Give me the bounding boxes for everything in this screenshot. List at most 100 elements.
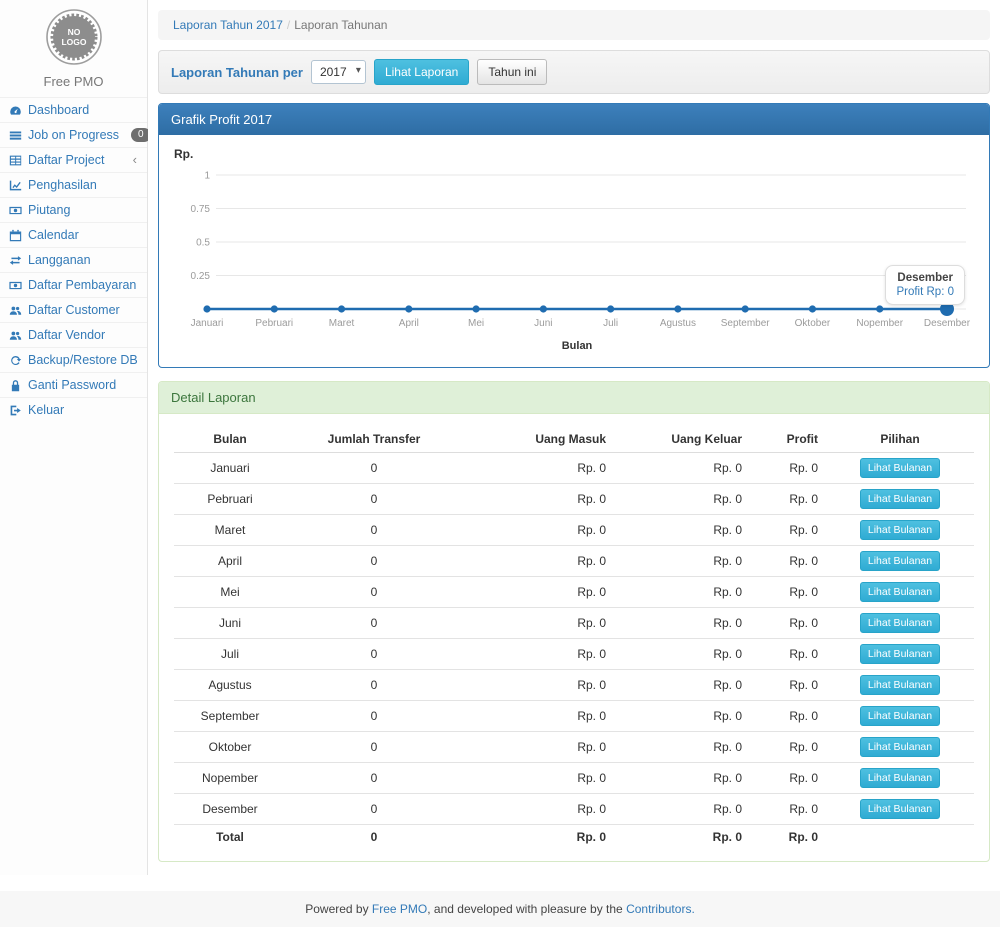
dashboard-icon [8, 104, 22, 117]
sidebar-item-label: Penghasilan [28, 178, 97, 192]
x-tick-label: Pebruari [255, 318, 293, 329]
sidebar-item-label: Daftar Project [28, 153, 104, 167]
sidebar-item-daftar-vendor[interactable]: Daftar Vendor [0, 322, 147, 347]
detail-panel-title: Detail Laporan [159, 382, 989, 414]
cell-uang-keluar: Rp. 0 [614, 639, 750, 670]
cell-uang-keluar: Rp. 0 [614, 484, 750, 515]
cell-uang-masuk: Rp. 0 [462, 515, 614, 546]
cell-uang-masuk: Rp. 0 [462, 484, 614, 515]
view-monthly-button[interactable]: Lihat Bulanan [860, 520, 940, 540]
column-header-uang-keluar: Uang Keluar [614, 426, 750, 453]
chart-tooltip-value: Profit Rp: 0 [896, 286, 954, 298]
breadcrumb: Laporan Tahun 2017/Laporan Tahunan [158, 10, 990, 40]
breadcrumb-link[interactable]: Laporan Tahun 2017 [173, 18, 283, 32]
sidebar-item-daftar-pembayaran[interactable]: Daftar Pembayaran [0, 272, 147, 297]
sidebar-item-job-on-progress[interactable]: Job on Progress0 [0, 122, 147, 147]
sidebar-item-piutang[interactable]: Piutang [0, 197, 147, 222]
sidebar-item-daftar-customer[interactable]: Daftar Customer [0, 297, 147, 322]
footer-text-prefix: Powered by [305, 902, 372, 916]
x-tick-label: September [721, 318, 771, 329]
x-tick-label: Oktober [795, 318, 831, 329]
cell-jumlah-transfer: 0 [286, 670, 462, 701]
cell-uang-masuk: Rp. 0 [462, 546, 614, 577]
cell-profit: Rp. 0 [750, 546, 826, 577]
cell-bulan: Pebruari [174, 484, 286, 515]
view-monthly-button[interactable]: Lihat Bulanan [860, 551, 940, 571]
x-tick-label: Desember [924, 318, 971, 329]
view-monthly-button[interactable]: Lihat Bulanan [860, 737, 940, 757]
cell-jumlah-transfer: 0 [286, 732, 462, 763]
sidebar-item-label: Langganan [28, 253, 91, 267]
sidebar-item-ganti-password[interactable]: Ganti Password [0, 372, 147, 397]
sidebar: NO LOGO Free PMO DashboardJob on Progres… [0, 0, 148, 875]
cell-uang-masuk: Rp. 0 [462, 577, 614, 608]
cell-bulan: Desember [174, 794, 286, 825]
view-monthly-button[interactable]: Lihat Bulanan [860, 489, 940, 509]
cell-uang-masuk: Rp. 0 [462, 453, 614, 484]
year-filter-panel: Laporan Tahunan per 2017 Lihat Laporan T… [158, 50, 990, 94]
column-header-profit: Profit [750, 426, 826, 453]
column-header-jumlah-transfer: Jumlah Transfer [286, 426, 462, 453]
view-monthly-button[interactable]: Lihat Bulanan [860, 458, 940, 478]
view-monthly-button[interactable]: Lihat Bulanan [860, 768, 940, 788]
view-monthly-button[interactable]: Lihat Bulanan [860, 613, 940, 633]
cell-pilihan: Lihat Bulanan [826, 763, 974, 794]
cell-uang-masuk: Rp. 0 [462, 732, 614, 763]
cell-uang-masuk: Rp. 0 [462, 639, 614, 670]
view-monthly-button[interactable]: Lihat Bulanan [860, 675, 940, 695]
line-chart-icon [8, 179, 22, 192]
cell-pilihan: Lihat Bulanan [826, 484, 974, 515]
profit-chart-panel: Grafik Profit 2017 Rp. 00.250.50.751Janu… [158, 103, 990, 368]
y-axis-title: Rp. [174, 147, 974, 161]
x-tick-label: Maret [329, 318, 355, 329]
sidebar-item-keluar[interactable]: Keluar [0, 397, 147, 422]
footer-link-freepmo[interactable]: Free PMO [372, 902, 427, 916]
view-monthly-button[interactable]: Lihat Bulanan [860, 799, 940, 819]
total-cell-uang-masuk: Rp. 0 [462, 825, 614, 850]
cell-jumlah-transfer: 0 [286, 453, 462, 484]
refresh-icon [8, 354, 22, 367]
y-tick-label: 1 [204, 171, 210, 182]
total-cell-jumlah-transfer: 0 [286, 825, 462, 850]
no-logo-badge-icon: NO LOGO [45, 8, 103, 66]
sidebar-item-label: Calendar [28, 228, 79, 242]
sidebar-item-label: Dashboard [28, 103, 89, 117]
cell-bulan: Januari [174, 453, 286, 484]
year-select[interactable]: 2017 [311, 60, 366, 84]
sidebar-item-label: Keluar [28, 403, 64, 417]
cell-profit: Rp. 0 [750, 515, 826, 546]
view-monthly-button[interactable]: Lihat Bulanan [860, 644, 940, 664]
sidebar-item-dashboard[interactable]: Dashboard [0, 97, 147, 122]
this-year-button[interactable]: Tahun ini [477, 59, 547, 85]
cell-jumlah-transfer: 0 [286, 639, 462, 670]
detail-table-body: BulanJumlah TransferUang MasukUang Kelua… [159, 414, 989, 861]
footer-link-contributors[interactable]: Contributors. [626, 902, 695, 916]
cell-pilihan: Lihat Bulanan [826, 732, 974, 763]
view-monthly-button[interactable]: Lihat Bulanan [860, 582, 940, 602]
cell-profit: Rp. 0 [750, 794, 826, 825]
table-row: Desember0Rp. 0Rp. 0Rp. 0Lihat Bulanan [174, 794, 974, 825]
table-total-row: Total0Rp. 0Rp. 0Rp. 0 [174, 825, 974, 850]
footer-text-middle: , and developed with pleasure by the [427, 902, 626, 916]
cell-profit: Rp. 0 [750, 608, 826, 639]
cell-uang-keluar: Rp. 0 [614, 701, 750, 732]
table-row: Maret0Rp. 0Rp. 0Rp. 0Lihat Bulanan [174, 515, 974, 546]
sign-out-icon [8, 404, 22, 417]
sidebar-item-backup-restore-db[interactable]: Backup/Restore DB [0, 347, 147, 372]
data-point-nopember [876, 305, 883, 312]
sidebar-item-langganan[interactable]: Langganan [0, 247, 147, 272]
users-icon [8, 329, 22, 342]
sidebar-item-daftar-project[interactable]: Daftar Project‹ [0, 147, 147, 172]
sidebar-item-calendar[interactable]: Calendar [0, 222, 147, 247]
view-monthly-button[interactable]: Lihat Bulanan [860, 706, 940, 726]
x-tick-label: Agustus [660, 318, 696, 329]
cell-uang-keluar: Rp. 0 [614, 453, 750, 484]
sidebar-item-penghasilan[interactable]: Penghasilan [0, 172, 147, 197]
cell-profit: Rp. 0 [750, 577, 826, 608]
main-content: Laporan Tahun 2017/Laporan Tahunan Lapor… [148, 0, 1000, 875]
view-report-button[interactable]: Lihat Laporan [374, 59, 469, 85]
x-tick-label: Nopember [856, 318, 903, 329]
tasks-icon [8, 129, 22, 142]
column-header-uang-masuk: Uang Masuk [462, 426, 614, 453]
cell-pilihan: Lihat Bulanan [826, 701, 974, 732]
